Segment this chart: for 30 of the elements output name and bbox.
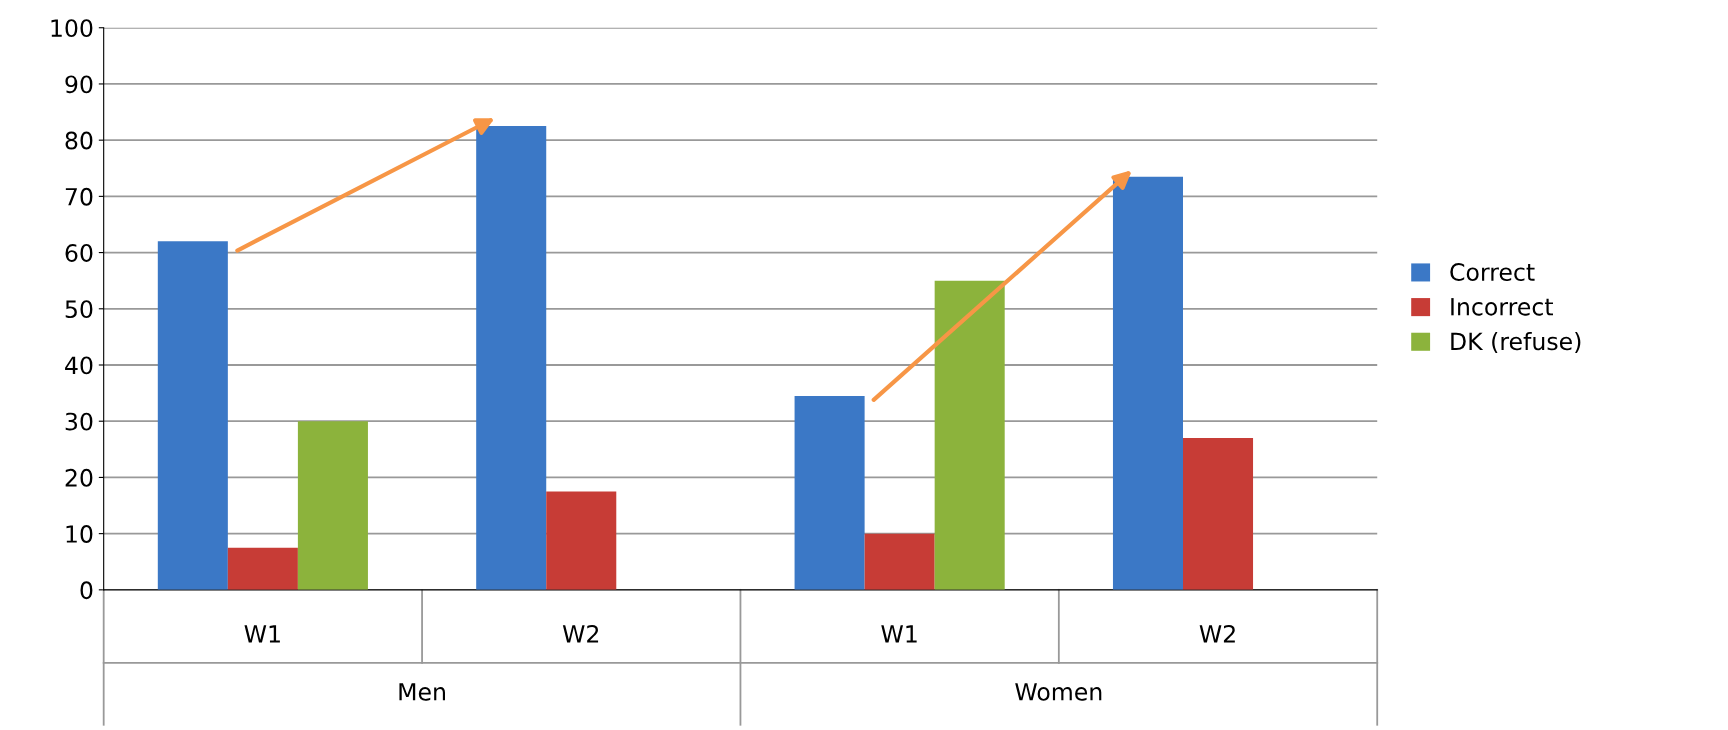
y-tick-label: 20 — [65, 468, 93, 487]
y-tick-label: 0 — [80, 581, 93, 600]
y-tick-label: 80 — [65, 131, 93, 150]
x-tick-label: W2 — [1199, 624, 1235, 643]
bar — [227, 547, 298, 590]
bar — [1112, 176, 1183, 590]
bar — [1183, 438, 1254, 590]
x-tick-label: W2 — [562, 624, 599, 643]
x-tick-label: W1 — [244, 625, 280, 643]
legend-label: Incorrect — [1451, 298, 1553, 316]
y-tick-label: 30 — [65, 412, 93, 431]
legend-label: Correct — [1450, 263, 1535, 281]
bar — [934, 280, 1005, 590]
y-tick-label: 10 — [66, 525, 93, 543]
x-tick-label: W1 — [881, 625, 917, 643]
y-tick-label: 100 — [51, 19, 93, 38]
y-tick-label: 50 — [65, 300, 93, 319]
bar — [476, 126, 547, 590]
y-tick-label: 60 — [65, 244, 93, 262]
y-tick-label: 90 — [65, 75, 93, 94]
y-tick-label: 70 — [65, 187, 93, 206]
text: Men — [399, 683, 445, 701]
bar — [546, 491, 617, 590]
legend-label: DK (refuse) — [1451, 332, 1581, 354]
bar — [297, 421, 368, 590]
text: Women — [1015, 683, 1102, 701]
bar — [157, 241, 228, 590]
bar — [864, 533, 935, 590]
bar — [794, 395, 865, 590]
y-tick-label: 40 — [65, 356, 93, 375]
